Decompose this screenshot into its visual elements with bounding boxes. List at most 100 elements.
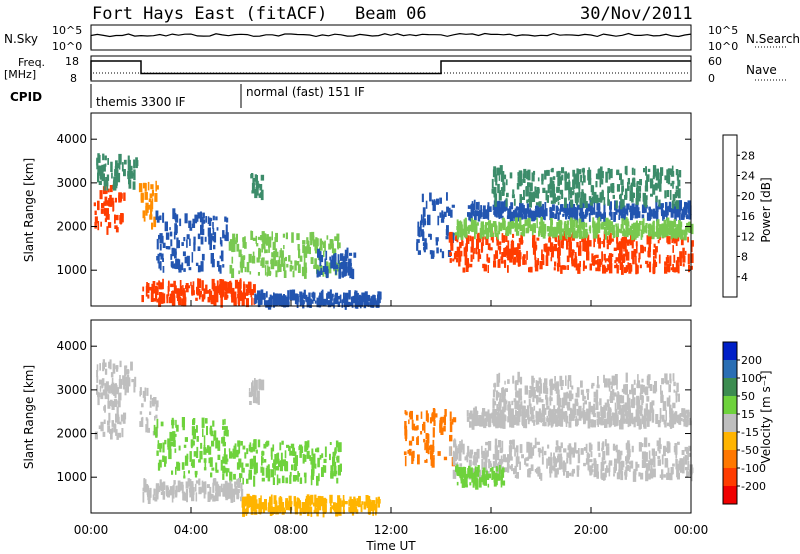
power-cell: [201, 253, 205, 261]
velocity-cell: [188, 470, 190, 474]
power-cell: [500, 260, 504, 264]
power-cell: [598, 211, 601, 218]
velocity-cell: [233, 445, 236, 451]
velocity-cell: [549, 388, 553, 396]
power-cell: [592, 229, 595, 239]
power-cell: [298, 248, 301, 259]
power-cell: [564, 221, 567, 231]
velocity-cell: [646, 379, 650, 385]
velocity-cell: [416, 414, 419, 421]
power-cell: [588, 205, 592, 212]
velocity-cell: [449, 421, 453, 433]
power-cell: [334, 253, 337, 262]
velocity-cell: [543, 382, 546, 393]
velocity-cell: [169, 431, 173, 442]
velocity-cell: [96, 375, 99, 383]
power-cell: [612, 230, 616, 239]
velocity-cell: [360, 504, 363, 513]
power-cell: [351, 296, 354, 302]
velocity-cell: [169, 444, 172, 452]
velocity-cell: [189, 480, 192, 489]
velocity-cell: [375, 497, 378, 509]
power-cell: [652, 165, 657, 177]
velocity-cell: [409, 410, 413, 420]
power-cell: [508, 248, 512, 254]
velocity-cell: [263, 443, 267, 449]
cpid-segment-1: themis 3300 IF: [96, 95, 186, 109]
velocity-cell: [684, 454, 688, 465]
power-cell: [492, 221, 496, 228]
power-cell: [462, 267, 466, 273]
velocity-cell: [483, 475, 487, 486]
power-cell: [600, 226, 604, 230]
velocity-cell: [690, 471, 693, 482]
power-cell: [283, 263, 286, 272]
velocity-cell: [585, 411, 588, 419]
power-cell: [183, 268, 186, 272]
power-cell: [675, 238, 678, 246]
power-cell: [284, 295, 287, 301]
velocity-cell: [673, 446, 677, 453]
velocity-cell: [658, 449, 661, 454]
velocity-cell: [414, 426, 418, 431]
power-cell: [301, 300, 305, 304]
power-cell: [180, 289, 184, 295]
power-cell: [548, 228, 553, 237]
power-cell: [231, 287, 235, 299]
power-cell: [241, 292, 245, 301]
velocity-cell: [245, 463, 249, 467]
velocity-cell: [185, 489, 189, 496]
power-cell: [100, 221, 102, 227]
velocity-cell: [329, 494, 333, 504]
power-cell: [329, 239, 333, 248]
power-cell: [302, 292, 305, 298]
velocity-cell: [498, 401, 501, 412]
velocity-cell: [458, 452, 462, 461]
power-cell: [594, 260, 598, 265]
velocity-cell: [270, 455, 273, 460]
power-cell: [238, 270, 240, 275]
velocity-cell: [603, 405, 606, 414]
power-cell: [338, 267, 342, 277]
noise-panel: [90, 24, 692, 51]
power-cell: [101, 164, 104, 175]
velocity-cell: [424, 459, 428, 463]
power-cell: [181, 298, 185, 307]
power-cell: [684, 201, 686, 212]
power-cell: [497, 183, 500, 194]
power-cell: [574, 254, 577, 264]
power-cell: [500, 204, 504, 209]
velocity-cell: [312, 453, 316, 464]
velocity-cell: [175, 485, 178, 496]
power-cell: [289, 289, 293, 301]
power-cell: [197, 278, 200, 289]
velocity-cell: [515, 384, 517, 396]
velocity-cell: [236, 462, 240, 470]
velocity-cell: [201, 487, 205, 493]
velocity-cell: [262, 457, 264, 464]
velocity-cell: [474, 406, 477, 418]
power-cell: [238, 249, 242, 258]
power-cell: [449, 258, 452, 263]
velocity-cell: [460, 470, 463, 481]
velocity-cell: [260, 504, 263, 514]
velocity-cell: [514, 400, 518, 410]
power-cell: [622, 228, 625, 236]
power-cell: [498, 175, 501, 181]
velocity-cell: [115, 387, 119, 395]
velocity-cell: [142, 487, 146, 492]
velocity-cell: [245, 501, 248, 505]
power-cell: [664, 261, 668, 266]
velocity-cell: [528, 389, 532, 399]
power-cell: [533, 241, 537, 251]
power-cell: [192, 290, 195, 296]
power-cell: [610, 168, 613, 179]
power-cell: [594, 227, 597, 236]
power-cell: [541, 249, 543, 255]
power-cell: [572, 227, 576, 239]
power-cell: [157, 253, 160, 264]
velocity-cell: [546, 415, 549, 423]
power-cell: [620, 198, 623, 210]
power-cell: [666, 190, 670, 197]
velocity-cell: [443, 425, 446, 432]
